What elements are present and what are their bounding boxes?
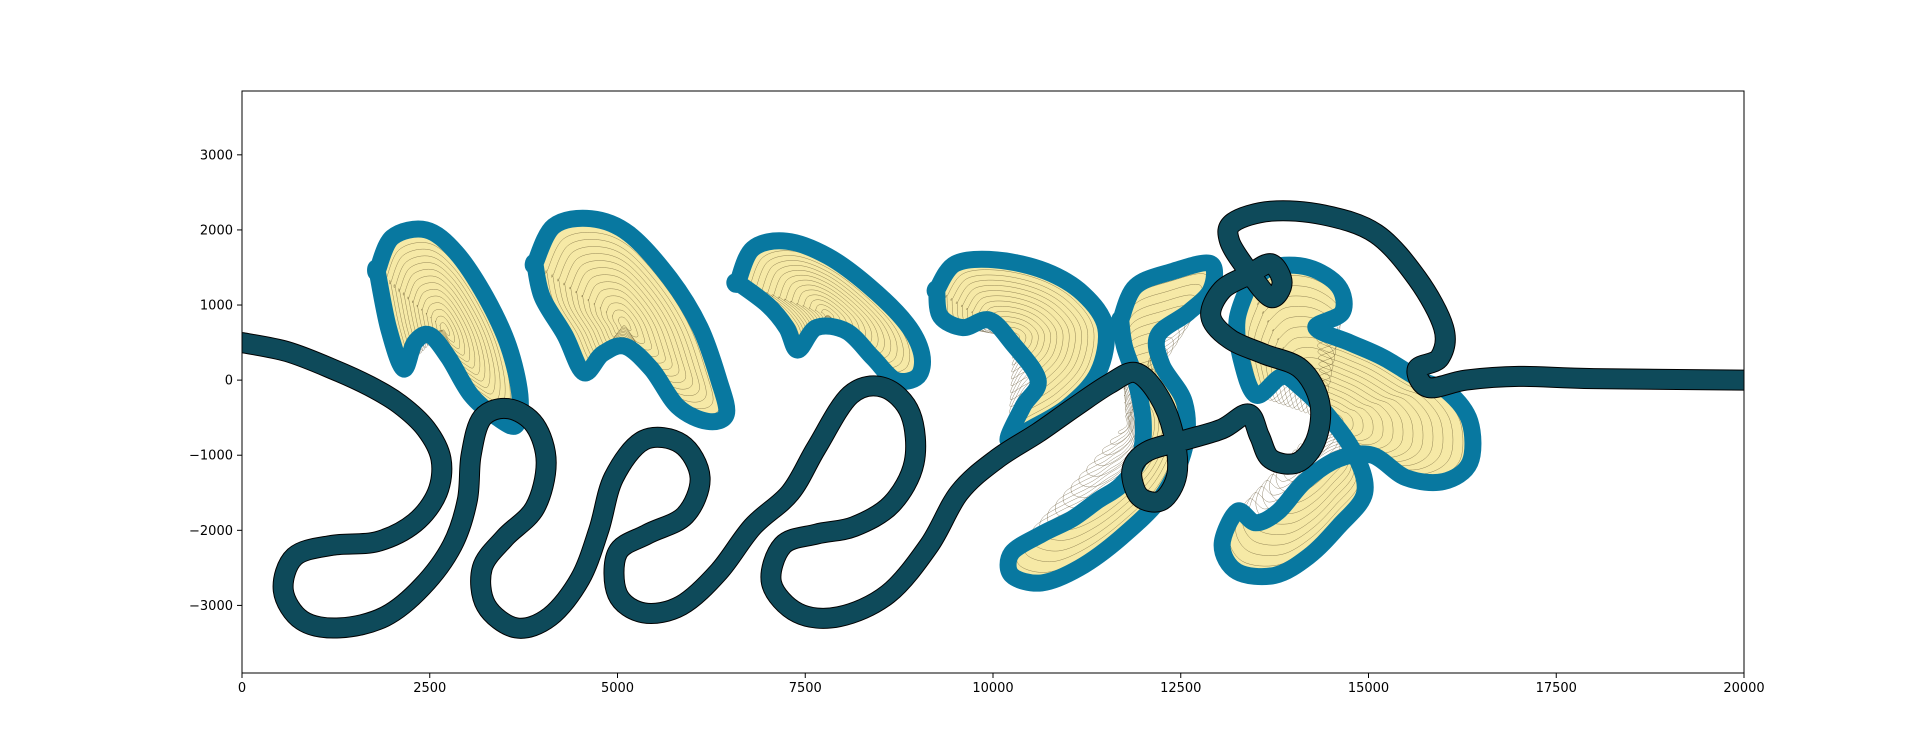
y-tick-label: 0 xyxy=(225,374,233,389)
y-tick-label: −3000 xyxy=(189,599,233,614)
x-tick-label: 20000 xyxy=(1723,681,1764,696)
x-tick-label: 10000 xyxy=(972,681,1013,696)
older-channel-3 xyxy=(726,232,931,390)
scroll-bar-line-2-12 xyxy=(605,302,646,344)
x-tick-label: 15000 xyxy=(1348,681,1389,696)
y-tick-label: 3000 xyxy=(200,148,233,163)
y-axis: 3000 2000 1000 0 −1000 −2000 −3000 xyxy=(189,148,242,614)
x-tick-label: 0 xyxy=(238,681,246,696)
point-bar-fill-2 xyxy=(533,218,727,422)
x-tick-label: 12500 xyxy=(1160,681,1201,696)
older-channel-2 xyxy=(524,209,736,431)
axes-frame xyxy=(241,90,1745,674)
point-bar-fill-1 xyxy=(375,229,521,427)
scroll-bar-line-1-14 xyxy=(439,322,450,337)
older-channel-6 xyxy=(1213,256,1482,586)
x-tick-label: 2500 xyxy=(413,681,446,696)
point-bar-fill-6 xyxy=(1222,265,1473,577)
plot-area xyxy=(242,200,1744,639)
y-tick-label: −2000 xyxy=(189,524,233,539)
y-tick-label: 1000 xyxy=(200,299,233,314)
scroll-bar-line-2-14 xyxy=(618,316,632,331)
scroll-bar-line-5-14 xyxy=(1117,412,1133,434)
x-tick-label: 7500 xyxy=(789,681,822,696)
x-tick-label: 17500 xyxy=(1536,681,1577,696)
x-tick-label: 5000 xyxy=(601,681,634,696)
x-axis: 0 2500 5000 7500 10000 12500 15000 17500 20000 xyxy=(238,673,1765,696)
channel-layers xyxy=(242,200,1744,639)
y-tick-label: 2000 xyxy=(200,223,233,238)
final-channel xyxy=(242,201,1744,638)
y-tick-label: −1000 xyxy=(189,449,233,464)
scroll-bar-line-2-13 xyxy=(611,309,639,338)
